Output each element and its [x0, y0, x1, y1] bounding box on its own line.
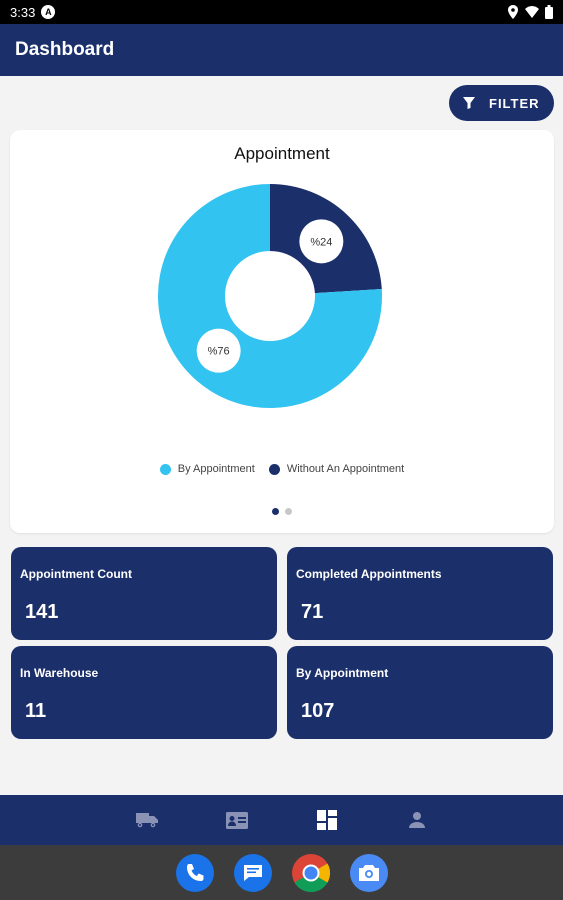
camera-icon	[358, 864, 379, 881]
phone-icon	[186, 863, 203, 881]
page-title: Dashboard	[15, 39, 115, 60]
stat-value: 141	[25, 601, 59, 623]
stat-value: 71	[301, 601, 324, 623]
filter-button[interactable]: FILTER	[449, 85, 554, 121]
legend-swatch	[159, 463, 171, 475]
notification-icon: A	[41, 5, 56, 19]
battery-icon	[545, 5, 553, 19]
stat-card-in-warehouse[interactable]: In Warehouse 11	[11, 646, 277, 739]
filter-icon	[463, 97, 475, 109]
stat-value: 11	[25, 700, 47, 722]
dashboard-icon	[316, 810, 337, 830]
pager-dot[interactable]	[272, 508, 279, 515]
person-icon	[408, 812, 425, 828]
data-label: %24	[310, 236, 332, 248]
status-time: 3:33	[10, 4, 36, 20]
data-label-bubble	[299, 219, 344, 264]
nav-item-trucks[interactable]	[102, 795, 192, 845]
stat-card-by-appointment[interactable]: By Appointment 107	[287, 646, 553, 739]
messages-icon	[243, 864, 262, 881]
stat-label: Completed Appointments	[296, 567, 442, 581]
chrome-app[interactable]	[291, 853, 330, 892]
nav-item-dashboard[interactable]	[282, 795, 372, 845]
data-label-bubble	[196, 328, 241, 373]
appointment-chart-card[interactable]: Appointment %24 %76 By Appointment Withou…	[10, 130, 554, 533]
stat-label: Appointment Count	[20, 567, 132, 581]
legend-label: By Appointment	[177, 463, 255, 475]
wifi-icon	[525, 6, 539, 18]
bottom-navigation	[0, 795, 563, 845]
truck-icon	[135, 813, 158, 828]
messages-app[interactable]	[233, 853, 272, 892]
stat-label: By Appointment	[296, 666, 389, 680]
chart-pager[interactable]	[10, 508, 554, 515]
legend-swatch	[268, 463, 280, 475]
legend-label: Without An Appointment	[286, 463, 405, 475]
system-dock	[0, 845, 563, 900]
stat-card-completed-appointments[interactable]: Completed Appointments 71	[287, 547, 553, 640]
stat-label: In Warehouse	[20, 666, 99, 680]
legend-item-without-appointment[interactable]: Without An Appointment	[268, 463, 405, 475]
location-icon	[508, 5, 518, 19]
id-card-icon	[225, 811, 248, 829]
chrome-icon	[291, 853, 330, 892]
status-bar: 3:33 A	[0, 0, 563, 24]
nav-item-cards[interactable]	[192, 795, 282, 845]
legend-item-by-appointment[interactable]: By Appointment	[159, 463, 255, 475]
chart-title: Appointment	[234, 144, 330, 163]
filter-label: FILTER	[489, 95, 540, 111]
camera-app[interactable]	[349, 853, 388, 892]
appointment-donut-chart[interactable]: %24 %76	[10, 130, 554, 460]
app-bar: Dashboard	[0, 24, 563, 76]
stat-value: 107	[301, 700, 335, 722]
pager-dot[interactable]	[285, 508, 292, 515]
nav-item-profile[interactable]	[372, 795, 462, 845]
stat-card-appointment-count[interactable]: Appointment Count 141	[11, 547, 277, 640]
data-label: %76	[208, 346, 230, 358]
phone-app[interactable]	[175, 853, 214, 892]
chart-legend: By Appointment Without An Appointment	[10, 463, 554, 475]
